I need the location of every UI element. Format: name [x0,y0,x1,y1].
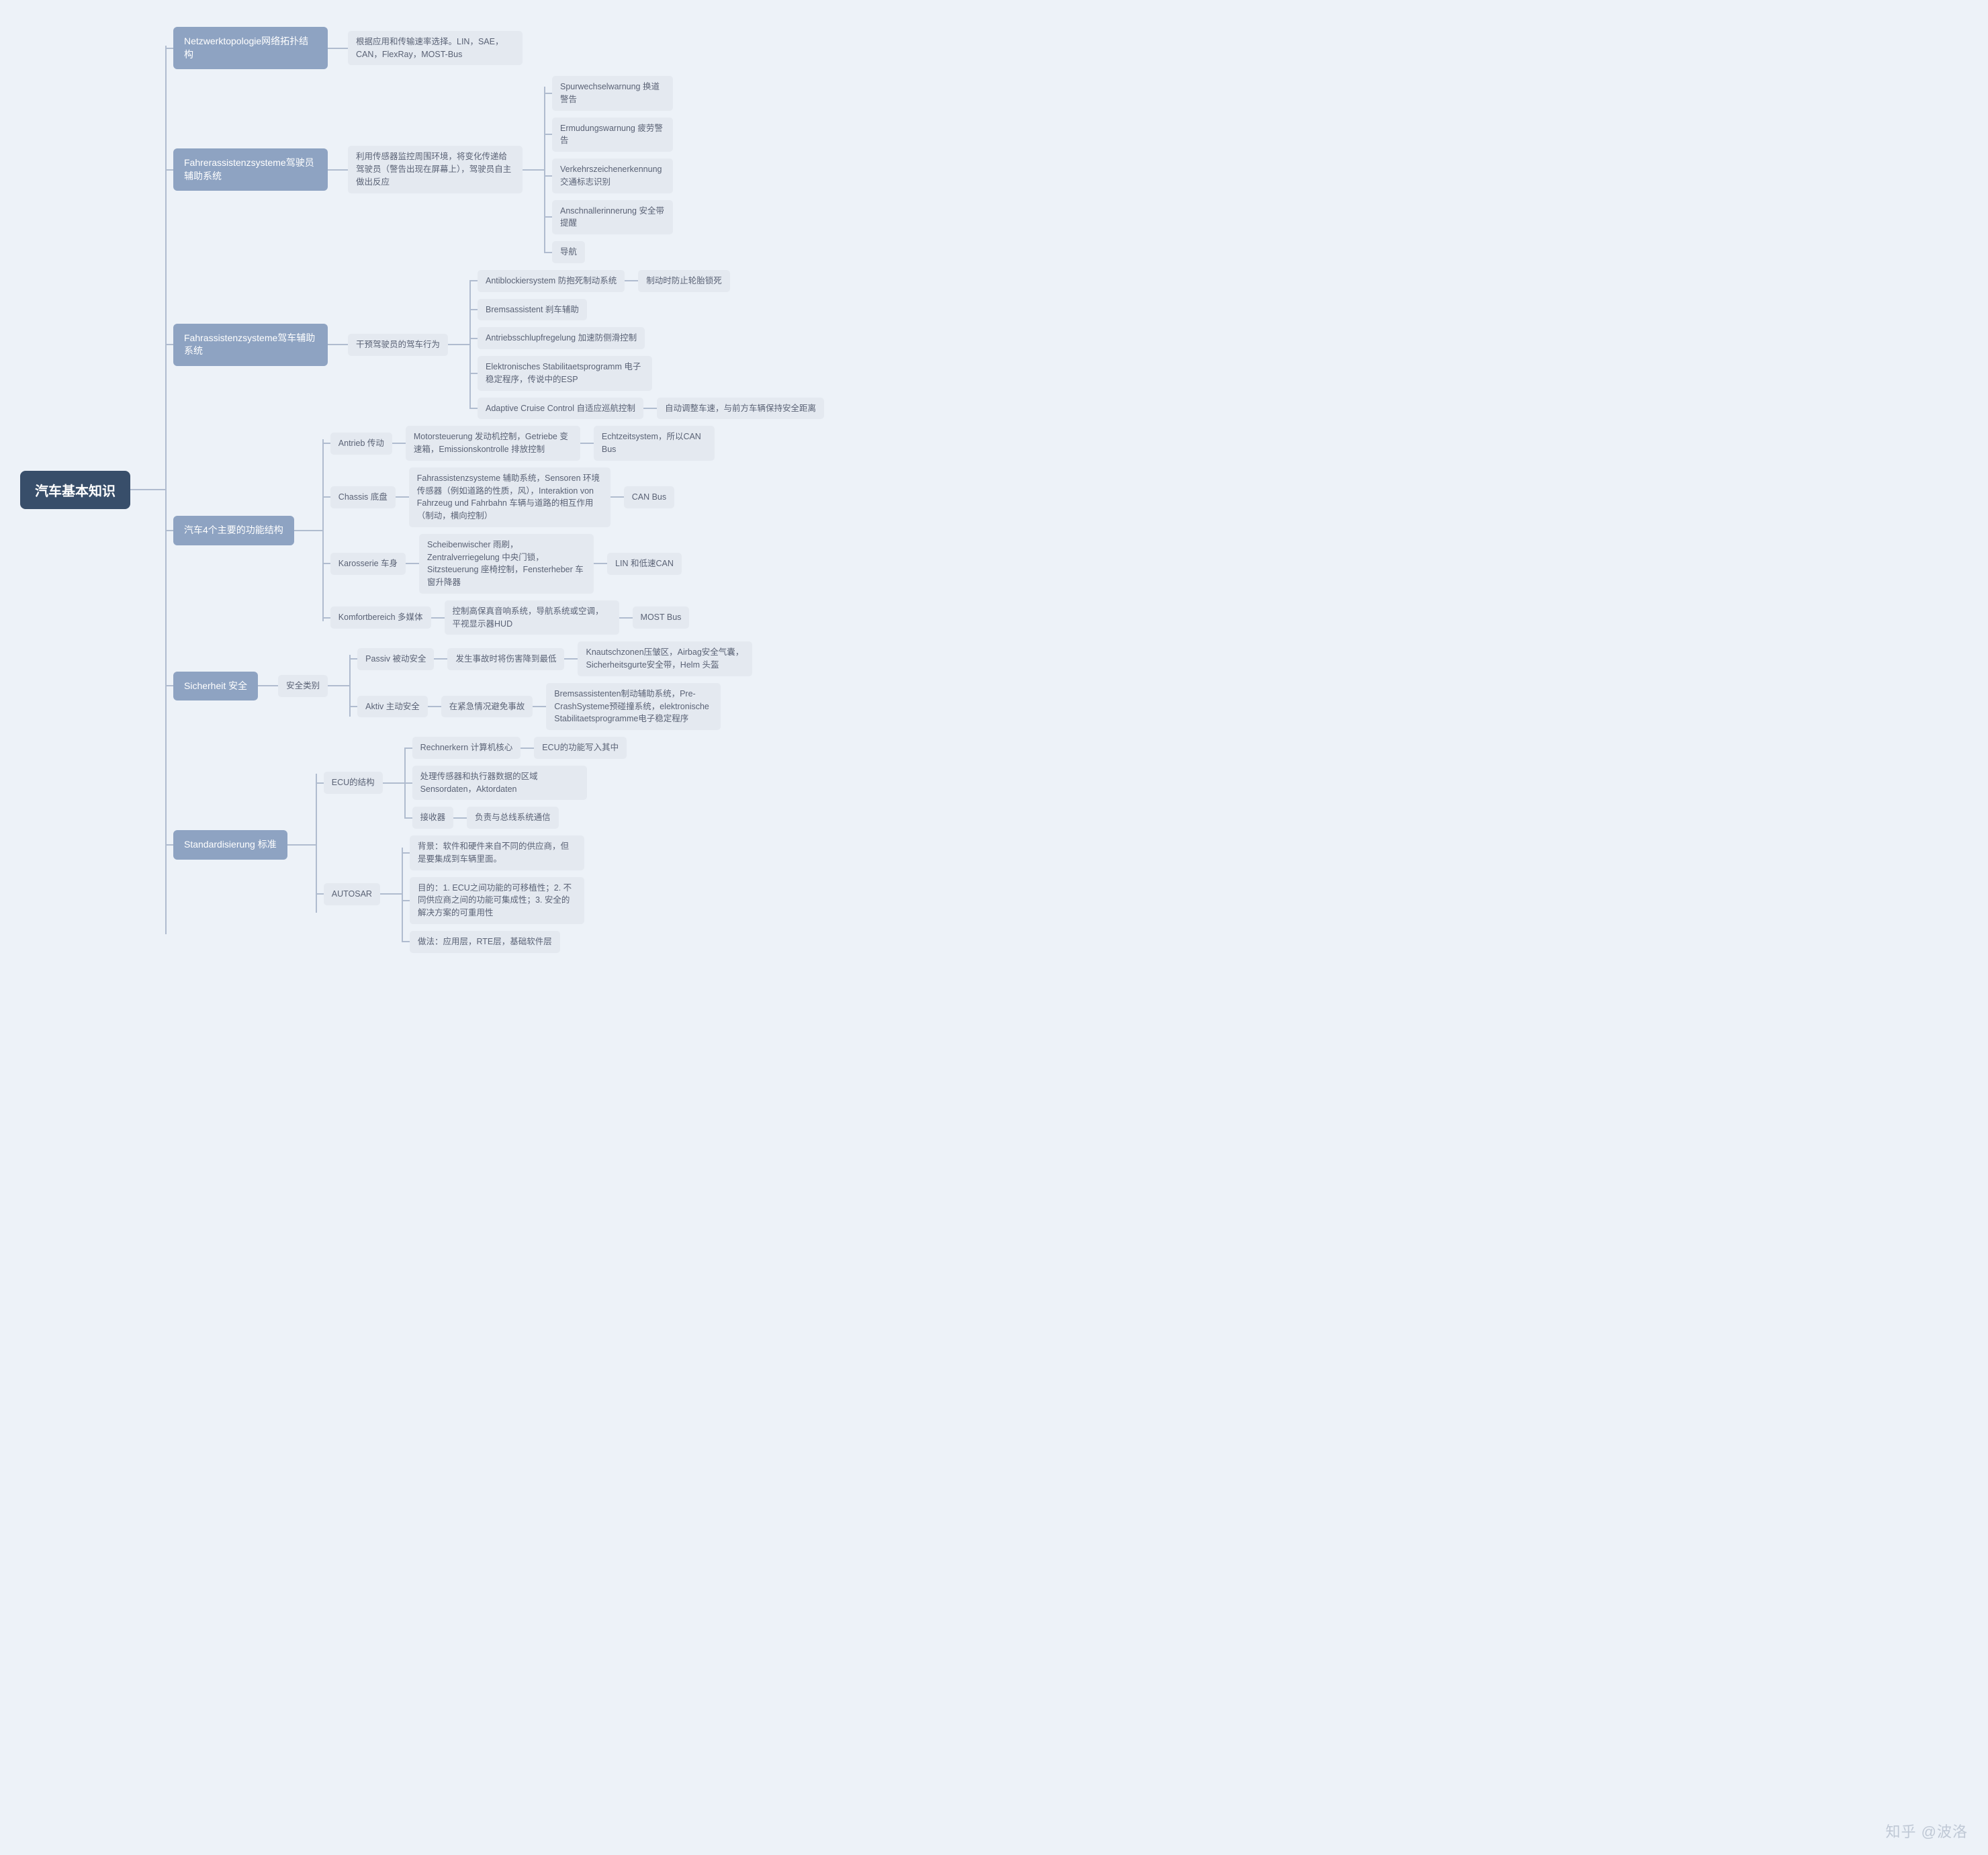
leaf-node: Adaptive Cruise Control 自适应巡航控制 [478,398,643,420]
leaf-node: 根据应用和传输速率选择。LIN，SAE，CAN，FlexRay，MOST-Bus [348,31,523,66]
branch-fahrerassistenz: Fahrerassistenzsysteme驾驶员辅助系统 利用传感器监控周围环… [173,76,824,263]
leaf-node: Aktiv 主动安全 [357,696,428,718]
leaf-node: 接收器 [412,807,454,829]
leaf-node: 做法：应用层，RTE层，基础软件层 [410,931,560,953]
leaf-node: Chassis 底盘 [330,486,396,508]
leaf-node: Bremsassistenten制动辅助系统，Pre-CrashSysteme预… [546,683,721,730]
leaf-node: Scheibenwischer 雨刷，Zentralverriegelung 中… [419,534,594,594]
leaf-node: Knautschzonen压皱区，Airbag安全气囊，Sicherheitsg… [578,641,752,676]
watermark-text: 知乎 @波洛 [1886,1820,1968,1842]
children-autosar: 背景：软件和硬件来自不同的供应商，但是要集成到车辆里面。 目的：1. ECU之间… [410,835,584,953]
leaf-node: Elektronisches Stabilitaetsprogramm 电子稳定… [478,356,652,391]
leaf-node: ECU的功能写入其中 [534,737,627,759]
leaf-node: MOST Bus [633,606,690,629]
leaf-node: 处理传感器和执行器数据的区域Sensordaten，Aktordaten [412,766,587,801]
mindmap-root-container: 汽车基本知识 Netzwerktopologie网络拓扑结构 根据应用和传输速率… [20,27,1968,953]
leaf-node: LIN 和低速CAN [607,553,682,575]
leaf-node: Spurwechselwarnung 换道警告 [552,76,673,111]
leaf-node: Ermudungswarnung 疲劳警告 [552,118,673,152]
leaf-node: Komfortbereich 多媒体 [330,606,431,629]
leaf-node: Antrieb 传动 [330,433,392,455]
branch-fahrassistenz: Fahrassistenzsysteme驾车辅助系统 干预驾驶员的驾车行为 An… [173,270,824,420]
main-branches: Netzwerktopologie网络拓扑结构 根据应用和传输速率选择。LIN，… [173,27,824,953]
leaf-node: 背景：软件和硬件来自不同的供应商，但是要集成到车辆里面。 [410,835,584,870]
leaf-node: Bremsassistent 刹车辅助 [478,299,587,321]
branch-sicherheit: Sicherheit 安全 安全类别 Passiv 被动安全 发生事故时将伤害降… [173,641,824,730]
leaf-node: 利用传感器监控周围环境，将变化传递给驾驶员（警告出现在屏幕上），驾驶员自主做出反… [348,146,523,193]
major-node: Netzwerktopologie网络拓扑结构 [173,27,328,69]
branch-netzwerktopologie: Netzwerktopologie网络拓扑结构 根据应用和传输速率选择。LIN，… [173,27,824,69]
leaf-node: 负责与总线系统通信 [467,807,559,829]
leaf-node: Rechnerkern 计算机核心 [412,737,521,759]
leaf-node: 导航 [552,241,585,263]
leaf-node: Verkehrszeichenerkennung 交通标志识别 [552,159,673,193]
leaf-node: Karosserie 车身 [330,553,406,575]
leaf-node: 发生事故时将伤害降到最低 [447,648,564,670]
leaf-node: CAN Bus [624,486,674,508]
major-node: Standardisierung 标准 [173,830,287,860]
leaf-node: ECU的结构 [324,772,383,794]
leaf-node: Passiv 被动安全 [357,648,434,670]
children-funktionsstruktur: Antrieb 传动 Motorsteuerung 发动机控制，Getriebe… [330,426,715,635]
leaf-node: 控制高保真音响系统，导航系统或空调，平视显示器HUD [445,600,619,635]
leaf-node: AUTOSAR [324,883,380,905]
children-standardisierung: ECU的结构 Rechnerkern 计算机核心 ECU的功能写入其中 处理传感… [324,737,627,953]
leaf-node: 在紧急情况避免事故 [441,696,533,718]
root-node: 汽车基本知识 [20,471,130,509]
branch-standardisierung: Standardisierung 标准 ECU的结构 Rechnerkern 计… [173,737,824,953]
leaf-node: Antriebsschlupfregelung 加速防侧滑控制 [478,327,645,349]
children-fahrassistenz: Antiblockiersystem 防抱死制动系统 制动时防止轮胎锁死 Bre… [478,270,824,420]
major-node: 汽车4个主要的功能结构 [173,516,294,545]
leaf-node: 自动调整车速，与前方车辆保持安全距离 [657,398,824,420]
leaf-node: Motorsteuerung 发动机控制，Getriebe 变速箱，Emissi… [406,426,580,461]
leaf-node: Fahrassistenzsysteme 辅助系统，Sensoren 环境传感器… [409,467,611,527]
leaf-node: 干预驾驶员的驾车行为 [348,334,448,356]
major-node: Sicherheit 安全 [173,672,258,701]
leaf-node: 安全类别 [278,675,328,697]
leaf-node: Echtzeitsystem，所以CAN Bus [594,426,715,461]
leaf-node: 制动时防止轮胎锁死 [638,270,730,292]
branch-funktionsstruktur: 汽车4个主要的功能结构 Antrieb 传动 Motorsteuerung 发动… [173,426,824,635]
leaf-node: 目的：1. ECU之间功能的可移植性；2. 不同供应商之间的功能可集成性；3. … [410,877,584,924]
major-node: Fahrassistenzsysteme驾车辅助系统 [173,324,328,366]
children-ecu: Rechnerkern 计算机核心 ECU的功能写入其中 处理传感器和执行器数据… [412,737,627,829]
leaf-node: Anschnallerinnerung 安全带提醒 [552,200,673,235]
leaf-node: Antiblockiersystem 防抱死制动系统 [478,270,625,292]
children-fahrerassistenz: Spurwechselwarnung 换道警告 Ermudungswarnung… [552,76,673,263]
major-node: Fahrerassistenzsysteme驾驶员辅助系统 [173,148,328,191]
children-sicherheit: Passiv 被动安全 发生事故时将伤害降到最低 Knautschzonen压皱… [357,641,752,730]
